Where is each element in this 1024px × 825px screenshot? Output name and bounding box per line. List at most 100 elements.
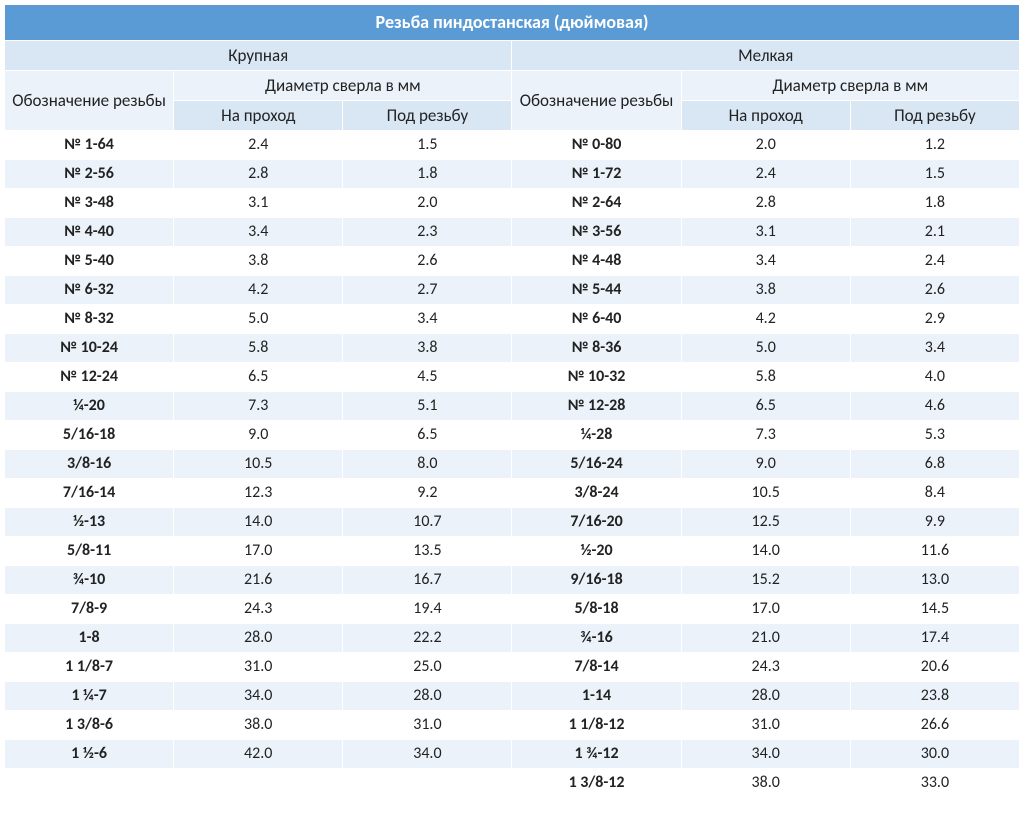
table-row: ¼-207.35.1№ 12-286.54.6 <box>5 392 1020 421</box>
right-designation-cell: 3/8-24 <box>512 479 681 508</box>
left-pass-cell: 5.0 <box>174 305 343 334</box>
table-row: № 2-562.81.8№ 1-722.41.5 <box>5 160 1020 189</box>
right-pass-cell: 21.0 <box>681 624 850 653</box>
left-designation-cell: 7/8-9 <box>5 595 174 624</box>
left-thread-cell: 10.7 <box>343 508 512 537</box>
left-thread-cell: 2.6 <box>343 247 512 276</box>
left-thread-cell: 8.0 <box>343 450 512 479</box>
right-pass-cell: 2.8 <box>681 189 850 218</box>
right-thread-cell: 3.4 <box>850 334 1019 363</box>
left-thread-cell: 2.3 <box>343 218 512 247</box>
left-pass-cell: 5.8 <box>174 334 343 363</box>
right-thread-cell: 5.3 <box>850 421 1019 450</box>
right-drill-header: Диаметр сверла в мм <box>681 70 1019 100</box>
right-thread-cell: 1.2 <box>850 131 1019 160</box>
thread-table: Резьба пиндостанская (дюймовая) Крупная … <box>4 4 1020 798</box>
right-thread-cell: 9.9 <box>850 508 1019 537</box>
left-pass-cell: 14.0 <box>174 508 343 537</box>
right-designation-header: Обозначение резьбы <box>512 70 681 131</box>
right-thread-cell: 13.0 <box>850 566 1019 595</box>
right-designation-cell: ½-20 <box>512 537 681 566</box>
table-row: № 4-403.42.3№ 3-563.12.1 <box>5 218 1020 247</box>
right-designation-cell: № 0-80 <box>512 131 681 160</box>
left-pass-cell <box>174 769 343 798</box>
table-row: 1 3/8-1238.033.0 <box>5 769 1020 798</box>
left-designation-cell: 1-8 <box>5 624 174 653</box>
right-thread-cell: 30.0 <box>850 740 1019 769</box>
left-designation-cell: № 3-48 <box>5 189 174 218</box>
right-pass-cell: 2.4 <box>681 160 850 189</box>
right-designation-cell: 5/8-18 <box>512 595 681 624</box>
left-designation-header: Обозначение резьбы <box>5 70 174 131</box>
left-pass-cell: 34.0 <box>174 682 343 711</box>
right-designation-cell: 9/16-18 <box>512 566 681 595</box>
left-pass-cell: 28.0 <box>174 624 343 653</box>
left-thread-cell: 34.0 <box>343 740 512 769</box>
left-thread-cell: 5.1 <box>343 392 512 421</box>
left-pass-cell: 3.1 <box>174 189 343 218</box>
table-row: 1 3/8-638.031.01 1/8-1231.026.6 <box>5 711 1020 740</box>
right-pass-cell: 24.3 <box>681 653 850 682</box>
right-designation-cell: № 10-32 <box>512 363 681 392</box>
table-row: № 3-483.12.0№ 2-642.81.8 <box>5 189 1020 218</box>
right-thread-cell: 33.0 <box>850 769 1019 798</box>
left-designation-cell: № 8-32 <box>5 305 174 334</box>
table-row: № 8-325.03.4№ 6-404.22.9 <box>5 305 1020 334</box>
table-row: 3/8-1610.58.05/16-249.06.8 <box>5 450 1020 479</box>
left-pass-cell: 24.3 <box>174 595 343 624</box>
table-row: ½-1314.010.77/16-2012.59.9 <box>5 508 1020 537</box>
left-designation-cell <box>5 769 174 798</box>
left-pass-cell: 12.3 <box>174 479 343 508</box>
right-designation-cell: 7/16-20 <box>512 508 681 537</box>
right-pass-cell: 9.0 <box>681 450 850 479</box>
left-designation-cell: 1 ¼-7 <box>5 682 174 711</box>
left-designation-cell: 5/16-18 <box>5 421 174 450</box>
right-designation-cell: 1 3/8-12 <box>512 769 681 798</box>
right-thread-header: Под резьбу <box>850 101 1019 131</box>
left-pass-cell: 9.0 <box>174 421 343 450</box>
right-thread-cell: 1.5 <box>850 160 1019 189</box>
left-pass-cell: 3.4 <box>174 218 343 247</box>
table-row: 1-828.022.2¾-1621.017.4 <box>5 624 1020 653</box>
table-row: 5/8-1117.013.5½-2014.011.6 <box>5 537 1020 566</box>
left-designation-cell: ½-13 <box>5 508 174 537</box>
left-designation-cell: ¾-10 <box>5 566 174 595</box>
left-designation-cell: 7/16-14 <box>5 479 174 508</box>
right-designation-cell: ¼-28 <box>512 421 681 450</box>
right-pass-cell: 28.0 <box>681 682 850 711</box>
right-designation-cell: ¾-16 <box>512 624 681 653</box>
right-designation-cell: № 2-64 <box>512 189 681 218</box>
left-pass-cell: 2.4 <box>174 131 343 160</box>
left-thread-cell: 2.7 <box>343 276 512 305</box>
left-designation-cell: 1 3/8-6 <box>5 711 174 740</box>
right-pass-cell: 5.0 <box>681 334 850 363</box>
right-thread-cell: 4.0 <box>850 363 1019 392</box>
left-pass-cell: 4.2 <box>174 276 343 305</box>
left-pass-cell: 38.0 <box>174 711 343 740</box>
table-row: 1 1/8-731.025.07/8-1424.320.6 <box>5 653 1020 682</box>
right-thread-cell: 8.4 <box>850 479 1019 508</box>
right-thread-cell: 2.4 <box>850 247 1019 276</box>
left-thread-cell: 9.2 <box>343 479 512 508</box>
table-row: № 5-403.82.6№ 4-483.42.4 <box>5 247 1020 276</box>
right-designation-cell: 5/16-24 <box>512 450 681 479</box>
left-pass-cell: 7.3 <box>174 392 343 421</box>
right-thread-cell: 26.6 <box>850 711 1019 740</box>
left-pass-header: На проход <box>174 101 343 131</box>
right-thread-cell: 6.8 <box>850 450 1019 479</box>
table-body: № 1-642.41.5№ 0-802.01.2№ 2-562.81.8№ 1-… <box>5 131 1020 798</box>
left-thread-cell: 28.0 <box>343 682 512 711</box>
table-row: 1 ½-642.034.01 ¾-1234.030.0 <box>5 740 1020 769</box>
right-thread-cell: 4.6 <box>850 392 1019 421</box>
right-pass-cell: 3.8 <box>681 276 850 305</box>
right-pass-cell: 38.0 <box>681 769 850 798</box>
right-designation-cell: 1 ¾-12 <box>512 740 681 769</box>
left-pass-cell: 42.0 <box>174 740 343 769</box>
right-thread-cell: 20.6 <box>850 653 1019 682</box>
left-pass-cell: 6.5 <box>174 363 343 392</box>
right-thread-cell: 2.6 <box>850 276 1019 305</box>
right-pass-cell: 3.4 <box>681 247 850 276</box>
table-row: 7/8-924.319.45/8-1817.014.5 <box>5 595 1020 624</box>
left-designation-cell: 3/8-16 <box>5 450 174 479</box>
right-thread-cell: 11.6 <box>850 537 1019 566</box>
